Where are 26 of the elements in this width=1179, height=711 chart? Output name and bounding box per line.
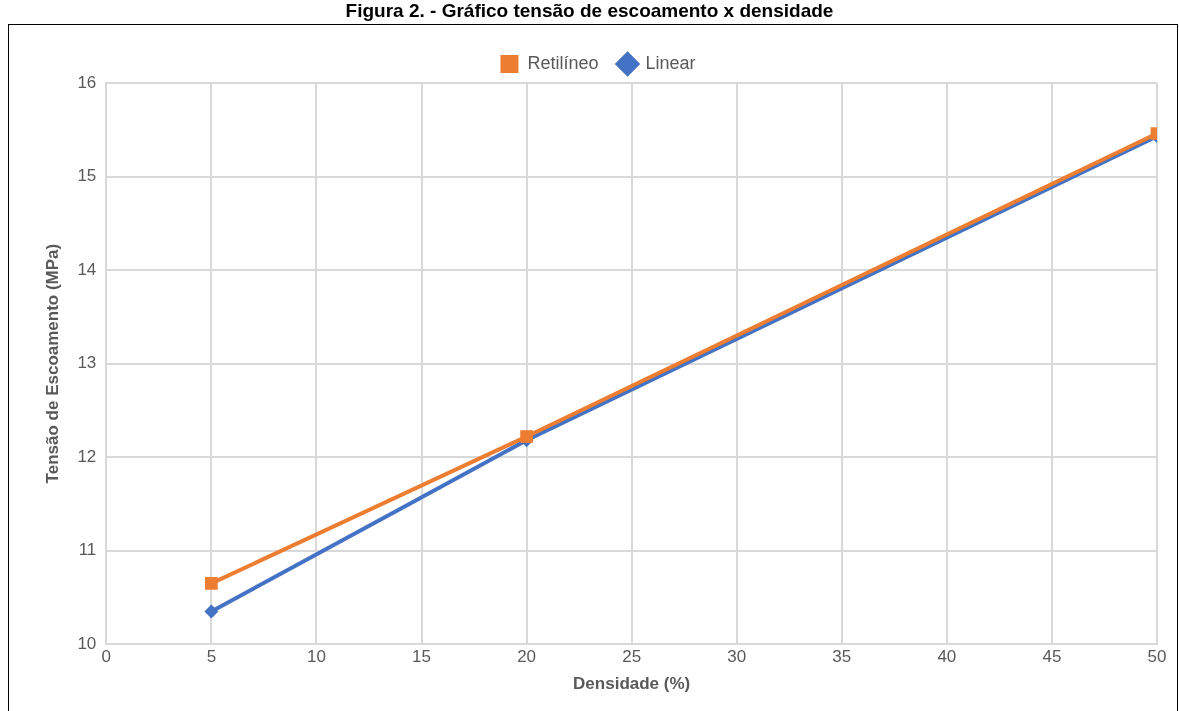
x-tick-label: 35 <box>832 647 852 667</box>
y-tick-label: 11 <box>78 540 97 560</box>
x-tick-label: 50 <box>1147 647 1167 667</box>
x-tick-label: 0 <box>101 647 112 667</box>
x-tick-label: 15 <box>412 647 431 667</box>
x-tick-label: 30 <box>727 647 747 667</box>
y-tick-label: 15 <box>77 166 97 186</box>
point <box>520 430 533 443</box>
x-tick-label: 40 <box>937 647 957 667</box>
x-tick-label: 45 <box>1042 647 1062 667</box>
x-tick-label: 5 <box>206 647 217 667</box>
y-tick-label: 14 <box>77 259 97 279</box>
y-axis-title: Tensão de Escoamento (MPa) <box>42 243 62 484</box>
x-tick-label: 20 <box>517 647 537 667</box>
legend-label: Linear <box>645 52 696 73</box>
point <box>205 577 218 590</box>
point <box>204 604 219 619</box>
x-tick-label: 10 <box>306 647 326 667</box>
chart-title: Figura 2. - Gráfico tensão de escoamento x densidade <box>344 0 835 22</box>
x-axis-title: Densidade (%) <box>573 674 691 694</box>
x-tick-label: 25 <box>622 647 642 667</box>
legend-label: Retilíneo <box>527 52 599 73</box>
y-tick-label: 13 <box>77 353 97 373</box>
y-tick-label: 16 <box>77 72 97 92</box>
y-tick-label: 12 <box>77 446 97 466</box>
y-tick-label: 10 <box>77 633 97 653</box>
